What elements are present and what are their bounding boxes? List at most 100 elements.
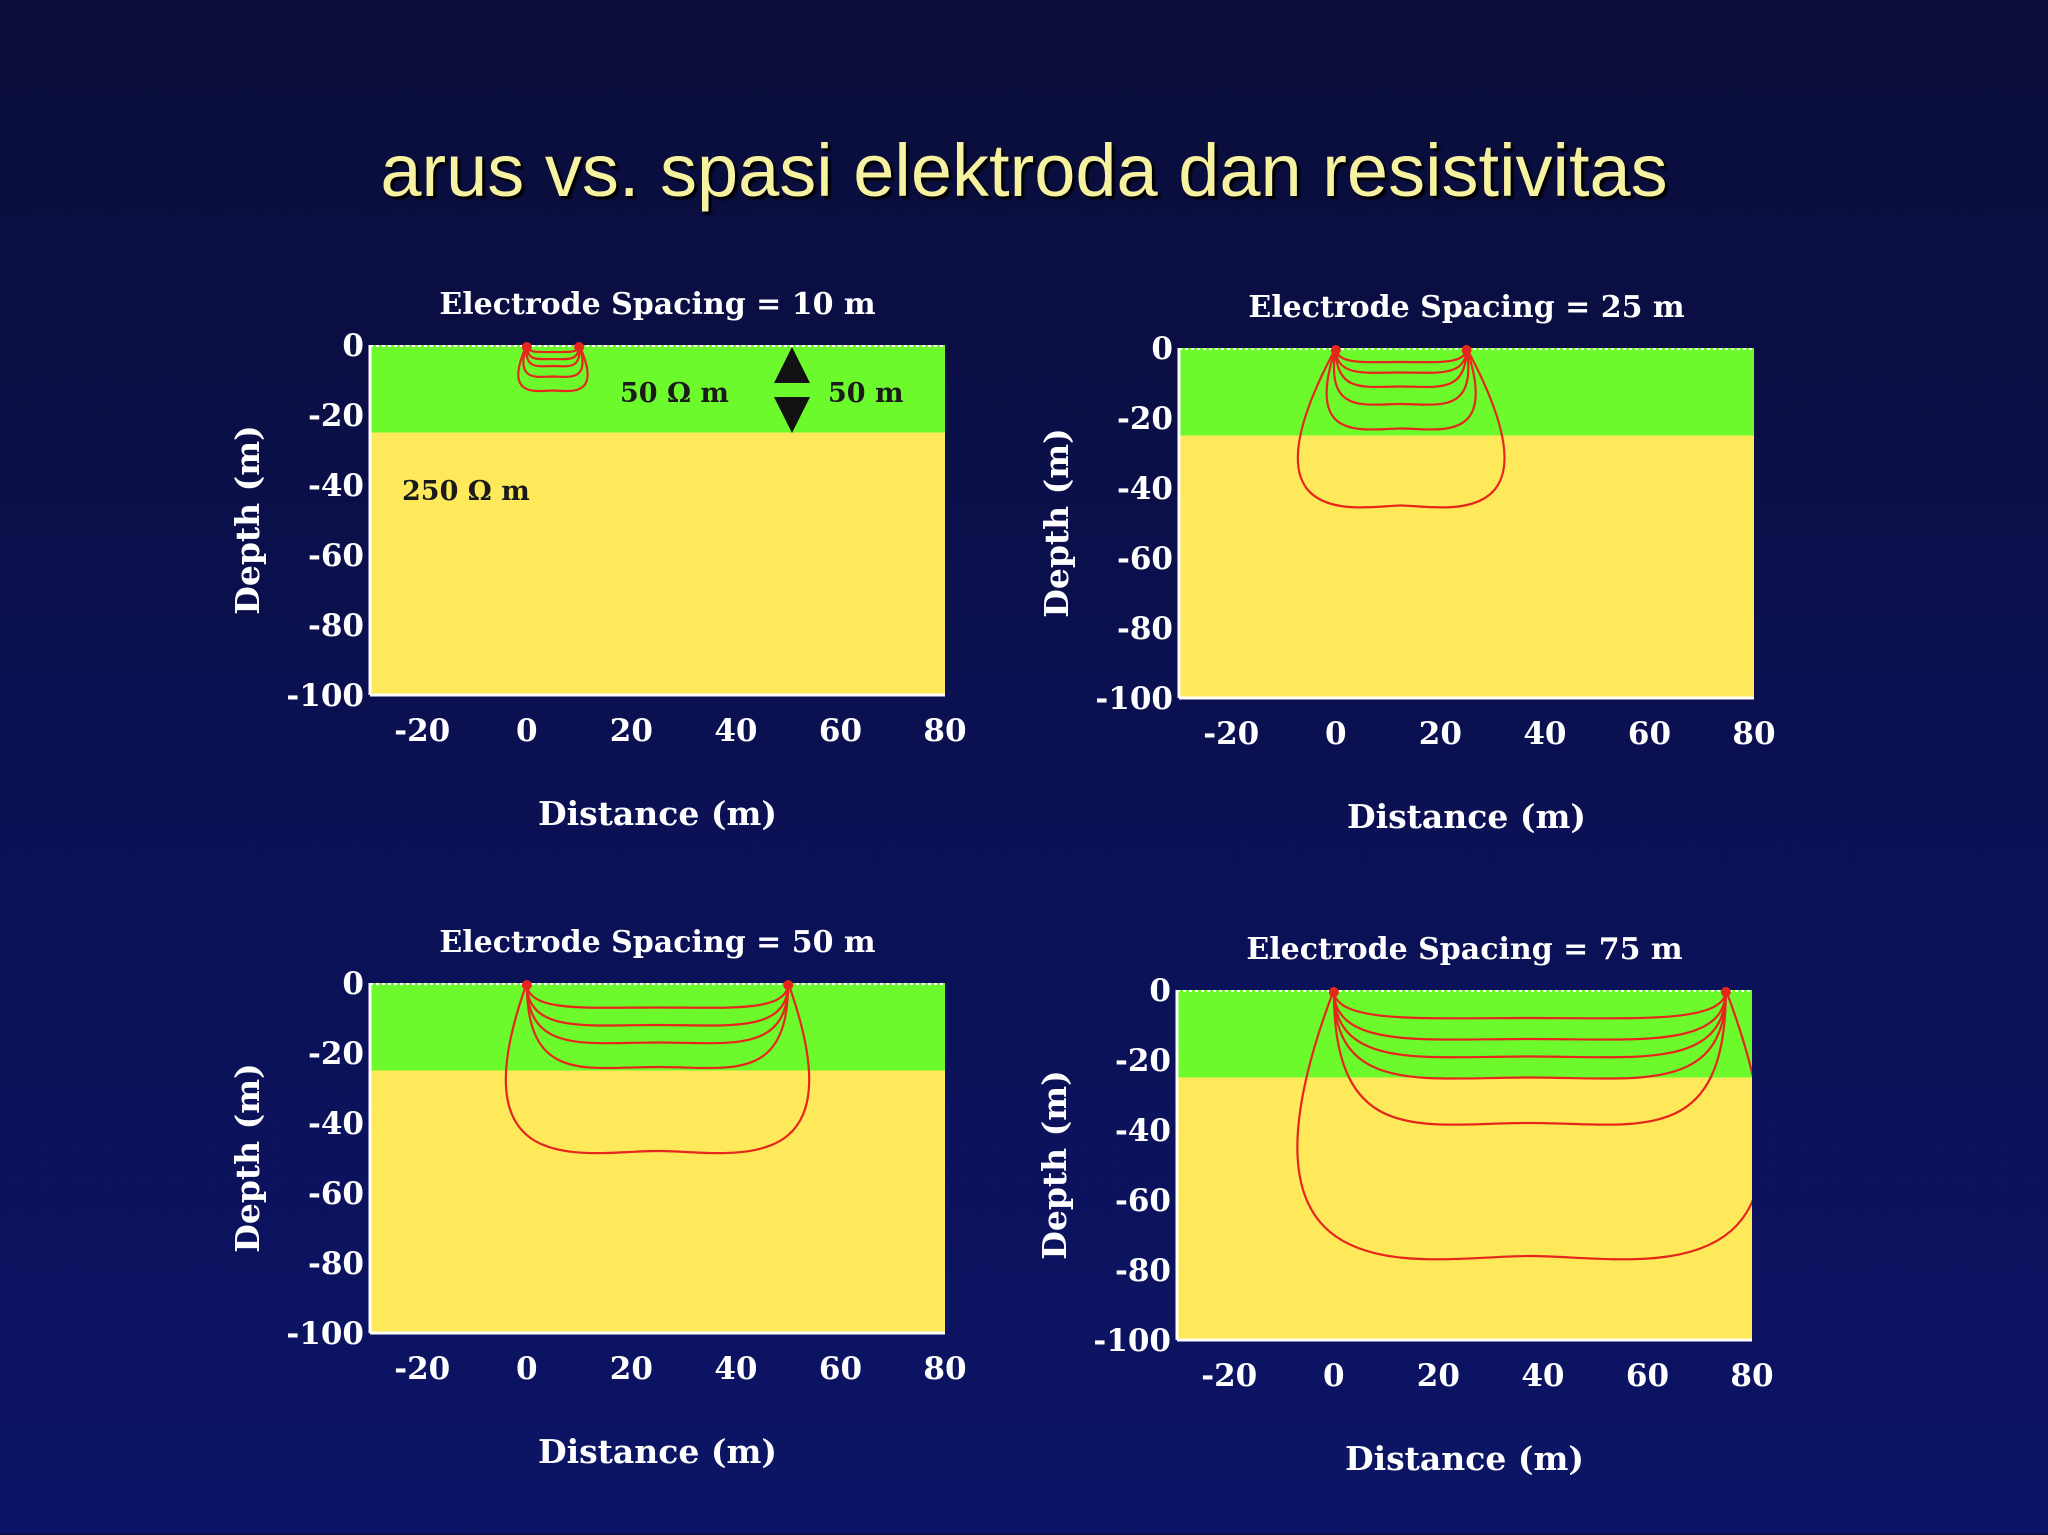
lower-layer bbox=[1177, 1077, 1752, 1340]
electrode-marker bbox=[1328, 987, 1339, 997]
current-line bbox=[1325, 347, 1477, 431]
current-lines bbox=[1296, 989, 1752, 1261]
y-tick-label: -80 bbox=[308, 1246, 364, 1282]
electrode-marker bbox=[1720, 987, 1731, 997]
chart-panel-spacing-10: Electrode Spacing = 10 m 0 -20 -40 -60 -80 -10… bbox=[210, 270, 970, 890]
y-tick-label: -20 bbox=[308, 398, 364, 434]
current-line bbox=[1333, 347, 1470, 406]
y-tick-label: -100 bbox=[1095, 681, 1173, 717]
x-tick-label: 20 bbox=[1417, 1358, 1460, 1394]
y-tick-label: -40 bbox=[308, 1106, 364, 1142]
x-tick-label: 80 bbox=[923, 1351, 966, 1387]
chart-title: Electrode Spacing = 50 m bbox=[439, 925, 876, 960]
electrode-marker bbox=[521, 980, 532, 990]
y-tick-label: 0 bbox=[1151, 331, 1173, 367]
x-tick-label: 0 bbox=[1325, 716, 1347, 752]
x-tick-label: -20 bbox=[1203, 716, 1259, 752]
y-tick-label: -80 bbox=[1117, 611, 1173, 647]
y-tick-label: -40 bbox=[1115, 1113, 1171, 1149]
x-tick-label: 60 bbox=[1628, 716, 1671, 752]
x-tick-label: 20 bbox=[1419, 716, 1462, 752]
x-tick-label: 80 bbox=[1732, 716, 1775, 752]
upper-layer bbox=[1177, 990, 1752, 1078]
x-tick-label: 60 bbox=[819, 713, 862, 749]
current-line bbox=[1332, 989, 1727, 1059]
current-line bbox=[1334, 347, 1468, 364]
electrode-marker bbox=[1330, 345, 1341, 355]
current-line bbox=[525, 344, 581, 368]
cross-section-chart: Electrode Spacing = 25 m 0 -20 -40 -60 -80 -10… bbox=[1037, 290, 1776, 836]
current-line bbox=[1334, 347, 1468, 389]
x-tick-label: 40 bbox=[714, 1351, 757, 1387]
lower-resistivity-label: 250 Ω m bbox=[402, 476, 530, 507]
lower-layer bbox=[370, 1070, 945, 1333]
x-tick-label: 20 bbox=[610, 1351, 653, 1387]
upper-layer bbox=[370, 983, 945, 1071]
y-tick-label: -40 bbox=[1117, 471, 1173, 507]
cross-section-chart: Electrode Spacing = 50 m 0 -20 -40 -60 -80 -10… bbox=[228, 925, 967, 1471]
y-axis-label: Depth (m) bbox=[1035, 1070, 1074, 1260]
current-line bbox=[525, 344, 581, 361]
slide-title: arus vs. spasi elektroda dan resistivita… bbox=[380, 129, 1668, 212]
electrode-marker bbox=[1461, 345, 1472, 355]
current-line bbox=[525, 982, 790, 1070]
electrode-marker bbox=[521, 342, 532, 352]
x-tick-label: 0 bbox=[516, 1351, 538, 1387]
x-tick-label: 80 bbox=[1730, 1358, 1773, 1394]
y-tick-label: -100 bbox=[286, 1316, 364, 1352]
chart-title: Electrode Spacing = 75 m bbox=[1246, 932, 1683, 967]
y-axis-label: Depth (m) bbox=[228, 1063, 267, 1253]
x-tick-label: 0 bbox=[1323, 1358, 1345, 1394]
x-tick-label: 60 bbox=[819, 1351, 862, 1387]
x-tick-label: -20 bbox=[1201, 1358, 1257, 1394]
chart-panel-spacing-25: Electrode Spacing = 25 m 0 -20 -40 -60 -80 -10… bbox=[1019, 273, 1779, 893]
y-tick-label: 0 bbox=[342, 966, 364, 1002]
current-line bbox=[522, 344, 584, 378]
x-tick-label: -20 bbox=[394, 713, 450, 749]
x-tick-label: 40 bbox=[714, 713, 757, 749]
current-line bbox=[1332, 989, 1727, 1080]
upper-resistivity-label: 50 Ω m bbox=[620, 378, 729, 409]
current-line bbox=[525, 982, 790, 1027]
x-tick-label: -20 bbox=[394, 1351, 450, 1387]
current-line bbox=[1332, 989, 1727, 1126]
lower-layer bbox=[370, 432, 945, 695]
current-line bbox=[1296, 989, 1752, 1261]
y-tick-label: -60 bbox=[308, 1176, 364, 1212]
y-tick-label: -100 bbox=[1093, 1323, 1171, 1359]
electrode-marker bbox=[783, 980, 794, 990]
cross-section-chart: Electrode Spacing = 75 m 0 -20 -40 -60 -80 -10… bbox=[1035, 932, 1774, 1478]
x-axis-label: Distance (m) bbox=[1345, 1439, 1584, 1478]
chart-title: Electrode Spacing = 25 m bbox=[1248, 290, 1685, 325]
y-tick-label: -20 bbox=[308, 1036, 364, 1072]
electrode-marker bbox=[574, 342, 585, 352]
y-tick-label: -60 bbox=[1115, 1183, 1171, 1219]
current-line bbox=[525, 982, 790, 1045]
current-line bbox=[1334, 347, 1468, 374]
x-tick-label: 20 bbox=[610, 713, 653, 749]
thickness-arrow-up bbox=[774, 347, 810, 383]
upper-layer bbox=[370, 345, 945, 433]
current-line bbox=[517, 344, 589, 393]
x-tick-label: 80 bbox=[923, 713, 966, 749]
y-axis-label: Depth (m) bbox=[228, 425, 267, 615]
chart-title: Electrode Spacing = 10 m bbox=[439, 287, 876, 322]
x-axis-label: Distance (m) bbox=[1347, 797, 1586, 836]
chart-panel-spacing-50: Electrode Spacing = 50 m 0 -20 -40 -60 -80 -10… bbox=[210, 908, 970, 1528]
current-line bbox=[1332, 989, 1727, 1041]
x-tick-label: 0 bbox=[516, 713, 538, 749]
current-lines bbox=[1296, 347, 1506, 509]
x-tick-label: 40 bbox=[1523, 716, 1566, 752]
thickness-arrow-down bbox=[774, 397, 810, 433]
y-axis-label: Depth (m) bbox=[1037, 428, 1076, 618]
current-line bbox=[1296, 347, 1506, 509]
x-axis-label: Distance (m) bbox=[538, 794, 777, 833]
current-line bbox=[1332, 989, 1727, 1020]
x-tick-label: 60 bbox=[1626, 1358, 1669, 1394]
cross-section-chart: Electrode Spacing = 10 m 0 -20 -40 -60 -80 -10… bbox=[228, 287, 967, 833]
y-tick-label: -80 bbox=[308, 608, 364, 644]
chart-panel-spacing-75: Electrode Spacing = 75 m 0 -20 -40 -60 -80 -10… bbox=[1017, 915, 1777, 1535]
y-tick-label: 0 bbox=[1149, 973, 1171, 1009]
current-lines bbox=[504, 982, 811, 1155]
y-tick-label: -80 bbox=[1115, 1253, 1171, 1289]
